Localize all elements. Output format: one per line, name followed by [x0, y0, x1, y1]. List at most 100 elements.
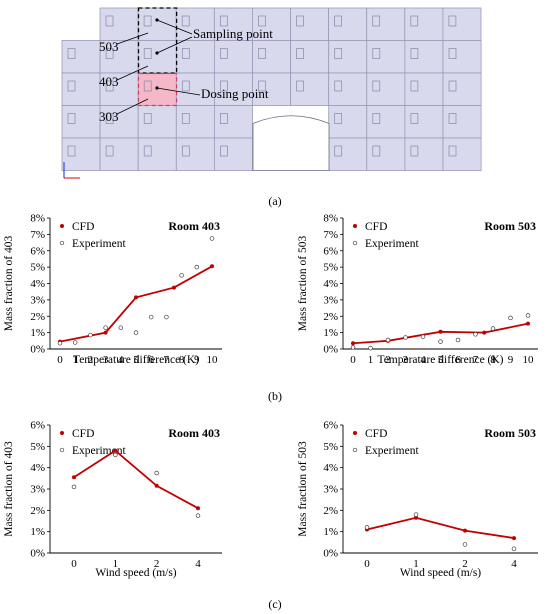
y-axis-label: Mass fraction of 403: [3, 441, 15, 537]
y-tick-label: 4%: [30, 462, 45, 474]
window-mark: [334, 80, 343, 92]
window-mark: [410, 48, 419, 59]
y-tick-label: 5%: [323, 441, 338, 453]
experiment-point: [490, 326, 496, 331]
x-axis-label: Temperature difference (K): [73, 354, 199, 366]
window-mark: [448, 15, 457, 27]
y-tick-label: 2%: [30, 505, 45, 517]
experiment-point: [473, 332, 478, 337]
x-tick-label: 1: [368, 354, 374, 366]
y-tick-label: 8%: [323, 213, 338, 225]
legend-cfd-label: CFD: [72, 221, 94, 233]
y-tick-label: 0%: [30, 548, 45, 560]
window-mark: [372, 15, 381, 27]
y-axis-label: Mass fraction of 403: [3, 236, 15, 332]
window-mark: [67, 80, 76, 92]
arch-opening: [252, 115, 330, 171]
window-mark: [372, 145, 381, 157]
y-tick-label: 2%: [30, 311, 45, 323]
chart-wind-503: 0% 1% 2% 3% 4% 5% 6% 0 1 2 4 Wind speed (m/s) Mass f…: [297, 420, 538, 579]
chart-wind-403: 0% 1% 2% 3% 4% 5% 6% 0 1 2 4 Wind speed (m/s) Mass f…: [3, 420, 222, 579]
chart-temp-403: 0% 1% 2% 3% 4% 5% 6% 7% 8% 0 1 2 3 4 5 6 7 8 9 10 Temperatur…: [3, 213, 222, 366]
room-cell: [175, 137, 215, 171]
room-cell: [442, 137, 482, 171]
legend-cfd-marker: [60, 431, 64, 435]
x-tick-label: 9: [194, 354, 200, 366]
sampling-point-label: Sampling point: [193, 26, 273, 41]
x-axis-label: Temperature difference (K): [377, 354, 503, 366]
window-mark: [296, 80, 304, 92]
window-mark: [105, 145, 114, 157]
window-mark: [410, 15, 419, 27]
x-tick-label: 8: [490, 354, 496, 366]
x-tick-label: 6: [148, 354, 154, 366]
window-mark: [220, 80, 228, 92]
x-tick-label: 1: [413, 558, 419, 570]
experiment-point: [525, 313, 531, 318]
window-mark: [219, 15, 228, 27]
experiment-point: [154, 470, 159, 476]
window-mark: [296, 48, 304, 59]
y-tick-label: 6%: [323, 245, 338, 257]
cfd-point: [210, 264, 214, 269]
x-tick-label: 10: [207, 354, 219, 366]
window-mark: [372, 113, 381, 124]
experiment-point: [133, 330, 139, 335]
window-mark: [105, 15, 114, 27]
x-tick-label: 0: [364, 558, 370, 570]
y-tick-label: 7%: [30, 229, 45, 241]
dosing-point-label: Dosing point: [201, 86, 269, 101]
y-tick-label: 6%: [30, 420, 45, 432]
legend-cfd-marker: [353, 224, 357, 228]
x-axis-label: Wind speed (m/s): [400, 567, 481, 579]
experiment-point: [71, 484, 77, 490]
x-tick-label: 5: [133, 354, 139, 366]
window-mark: [143, 48, 152, 59]
legend-cfd-label: CFD: [365, 221, 387, 233]
y-tick-label: 7%: [323, 229, 338, 241]
y-axis-label: Mass fraction of 503: [297, 236, 309, 332]
legend-experiment-label: Experiment: [365, 445, 419, 457]
experiment-point: [438, 339, 443, 344]
x-tick-label: 6: [455, 354, 461, 366]
y-tick-label: 5%: [30, 262, 45, 274]
window-mark: [334, 113, 343, 124]
x-tick-label: 7: [164, 354, 170, 366]
y-tick-label: 1%: [323, 526, 338, 538]
window-mark: [143, 145, 152, 157]
cfd-point: [414, 515, 418, 520]
experiment-point: [194, 264, 200, 270]
legend-experiment-label: Experiment: [365, 238, 419, 250]
room-cell: [366, 105, 406, 139]
legend-cfd-label: CFD: [72, 428, 94, 440]
window-mark: [448, 113, 457, 124]
window-mark: [410, 145, 419, 157]
room-cell: [137, 7, 177, 41]
cfd-point: [72, 475, 76, 480]
cfd-line: [366, 516, 515, 539]
window-mark: [105, 113, 114, 124]
window-mark: [105, 48, 114, 59]
experiment-point: [113, 452, 118, 458]
y-tick-label: 2%: [323, 505, 338, 517]
window-mark: [181, 48, 190, 59]
window-mark: [67, 113, 76, 124]
y-tick-label: 1%: [30, 327, 45, 339]
y-axis-label: Mass fraction of 503: [297, 441, 309, 537]
experiment-point: [209, 236, 215, 241]
x-tick-label: 4: [511, 558, 517, 570]
chart-title: Room 503: [484, 219, 536, 233]
dosing-annotation: Dosing point: [155, 86, 269, 101]
window-mark: [334, 15, 342, 27]
cfd-point: [103, 330, 108, 335]
y-tick-label: 4%: [30, 278, 45, 290]
x-tick-label: 2: [154, 558, 160, 570]
room-cell: [252, 72, 291, 106]
experiment-point: [148, 314, 154, 320]
experiment-point: [368, 345, 373, 351]
y-tick-label: 3%: [323, 294, 338, 306]
panel-label-b: (b): [268, 389, 282, 403]
chart-title: Room 403: [168, 219, 220, 233]
window-mark: [181, 80, 190, 92]
y-tick-label: 6%: [30, 245, 45, 257]
